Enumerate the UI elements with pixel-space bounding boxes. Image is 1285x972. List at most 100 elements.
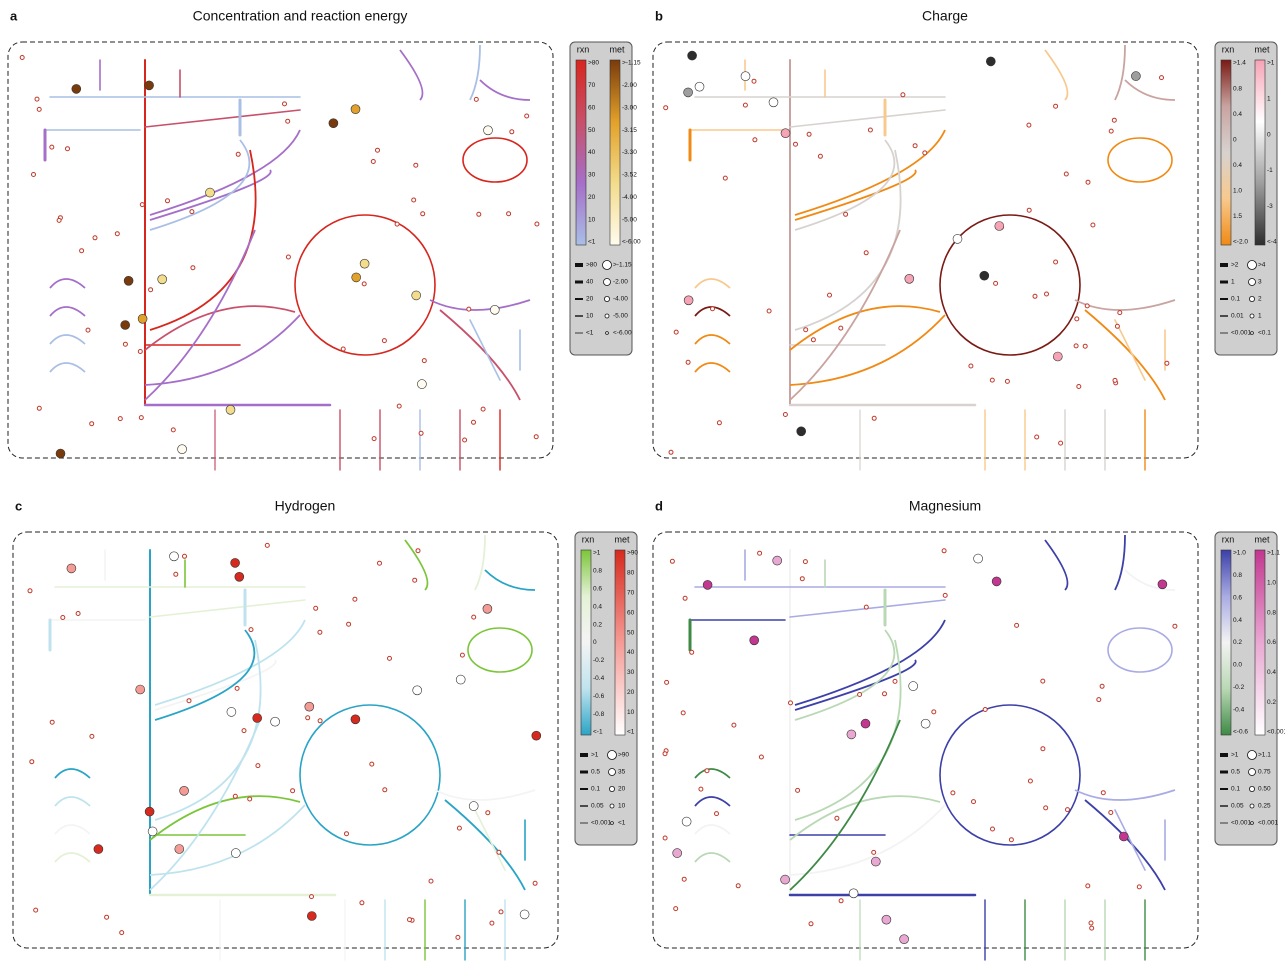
metabolite [1054, 260, 1058, 264]
scale-label: -0.4 [593, 675, 605, 682]
metabolite [231, 849, 240, 858]
size-key [1251, 822, 1254, 825]
panel-label: c [15, 498, 22, 513]
metabolite [1009, 838, 1013, 842]
metabolite [187, 699, 191, 703]
reaction [695, 769, 730, 778]
metabolite [703, 580, 712, 589]
panel-title: Hydrogen [275, 498, 336, 514]
metabolite [864, 605, 868, 609]
metabolite [807, 132, 811, 136]
scale-label: <1 [627, 729, 635, 736]
metabolite [138, 350, 142, 354]
scale-label: 1 [1267, 96, 1271, 103]
metabolite [305, 702, 314, 711]
metabolite [66, 147, 70, 151]
panel-label: d [655, 498, 663, 513]
metabolite [723, 176, 727, 180]
metabolite [1137, 885, 1141, 889]
size-label: 35 [618, 769, 626, 776]
metabolite [932, 710, 936, 714]
metabolite [759, 755, 763, 759]
metabolite [166, 199, 170, 203]
reaction [1115, 320, 1145, 380]
metabolite [951, 791, 955, 795]
rxn-colorbar [1221, 60, 1231, 245]
scale-label: 1.0 [1267, 580, 1276, 587]
metabolite [1075, 317, 1079, 321]
met-colorbar [615, 550, 625, 735]
metabolite [1045, 292, 1049, 296]
reaction [795, 640, 901, 820]
metabolite [483, 604, 492, 613]
reaction [150, 796, 300, 840]
size-key [1249, 279, 1256, 286]
scale-label: >1.4 [1233, 60, 1246, 67]
metabolite [310, 895, 314, 899]
metabolite [248, 797, 252, 801]
metabolite [992, 577, 1001, 586]
reaction [470, 320, 500, 380]
scale-label: 60 [588, 104, 596, 111]
size-label: >-1.15 [613, 262, 632, 269]
met-colorbar [1255, 550, 1265, 735]
size-label: <-6.00 [613, 330, 632, 337]
metabolite [242, 729, 246, 733]
metabolite [34, 908, 38, 912]
reaction [1075, 300, 1175, 310]
reaction [50, 279, 85, 288]
metabolite [913, 144, 917, 148]
metabolite [674, 907, 678, 911]
legend: rxnmet>1.40.80.400.41.01.5<-2.0>110-1-3<… [1215, 42, 1277, 355]
metabolite [417, 380, 426, 389]
metabolite [533, 881, 537, 885]
scale-label: <1 [588, 239, 596, 246]
size-key [1249, 769, 1256, 776]
metabolite [670, 559, 674, 563]
size-label: 0.1 [591, 786, 600, 793]
metabolite [175, 845, 184, 854]
metabolite [990, 378, 994, 382]
rxn-colorbar [576, 60, 586, 245]
metabolite [90, 734, 94, 738]
metabolite [1100, 684, 1104, 688]
metabolite [1035, 435, 1039, 439]
reaction [695, 363, 730, 372]
metabolite [1097, 698, 1101, 702]
metabolite [484, 126, 493, 135]
scale-label: 0.4 [1267, 669, 1276, 676]
metabolite [412, 198, 416, 202]
metabolite [414, 163, 418, 167]
metabolite [490, 305, 499, 314]
metabolite [314, 606, 318, 610]
metabolite [499, 910, 503, 914]
metabolite [469, 802, 478, 811]
metabolite [980, 271, 989, 280]
metabolite [371, 160, 375, 164]
size-key [1250, 314, 1254, 318]
metabolite [388, 656, 392, 660]
metabolite [1086, 180, 1090, 184]
metabolite [811, 338, 815, 342]
scale-label: -5.00 [622, 216, 637, 223]
metabolite [858, 693, 862, 697]
scale-label: -0.6 [593, 693, 605, 700]
scale-label: -3.30 [622, 149, 637, 156]
size-label: >2 [1231, 262, 1239, 269]
metabolite [882, 915, 891, 924]
size-key [603, 261, 612, 270]
metabolite [136, 685, 145, 694]
scale-label: -3.00 [622, 104, 637, 111]
metabolite [376, 148, 380, 152]
map-border [653, 42, 1198, 458]
metabolite [717, 421, 721, 425]
metabolite [1083, 344, 1087, 348]
scale-label: -3.52 [622, 172, 637, 179]
figure: aConcentration and reaction energyrxnmet… [0, 0, 1285, 967]
metabolite [532, 731, 541, 740]
size-label: >80 [586, 262, 597, 269]
scale-label: -0.2 [1233, 684, 1245, 691]
scale-label: 20 [588, 194, 596, 201]
metabolite [416, 549, 420, 553]
metabolite [1109, 811, 1113, 815]
